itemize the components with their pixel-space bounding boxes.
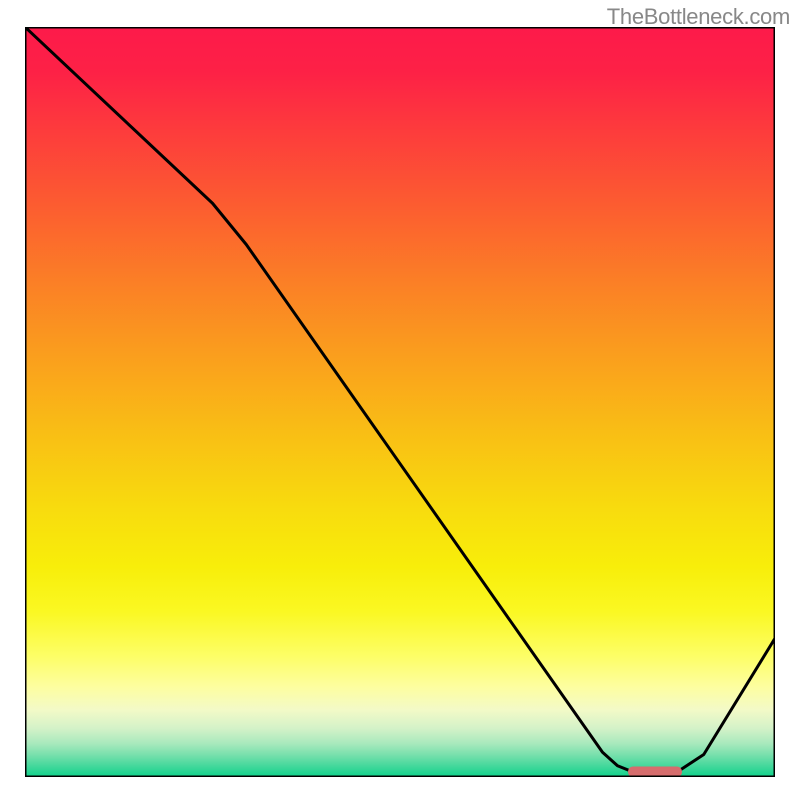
optimal-marker	[628, 767, 682, 778]
chart-svg	[25, 27, 775, 777]
chart-container: TheBottleneck.com	[0, 0, 800, 800]
watermark-label: TheBottleneck.com	[607, 4, 790, 30]
plot-area	[25, 27, 775, 777]
gradient-background	[25, 27, 775, 777]
